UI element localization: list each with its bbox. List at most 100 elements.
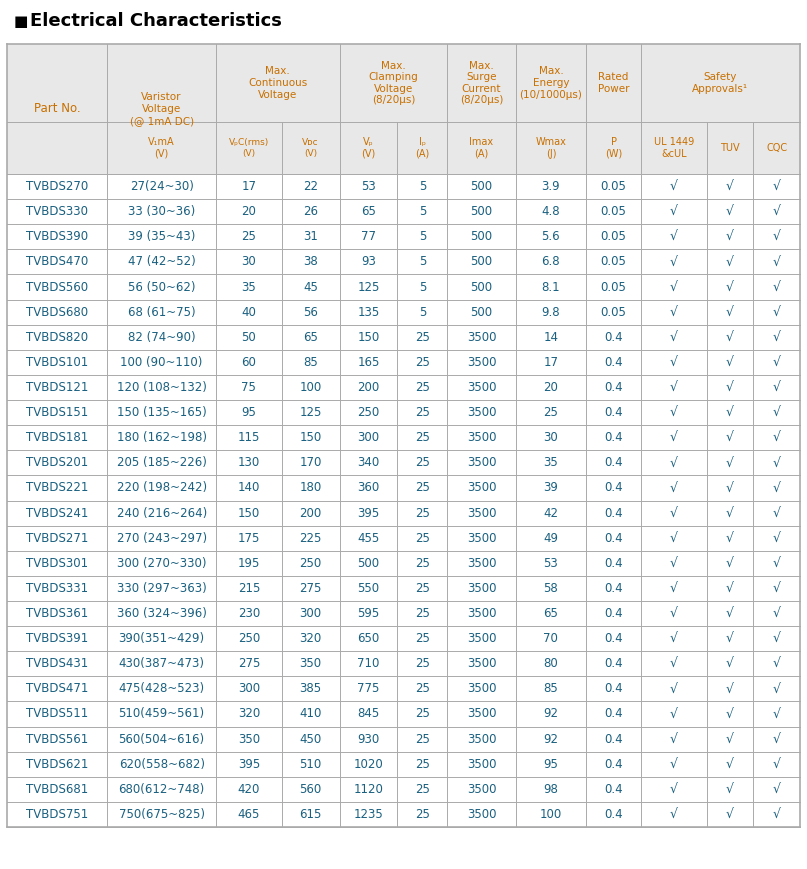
Text: 3500: 3500 bbox=[466, 682, 496, 695]
Text: √: √ bbox=[772, 507, 780, 520]
Text: TVBDS680: TVBDS680 bbox=[26, 306, 88, 319]
Text: 3500: 3500 bbox=[466, 507, 496, 520]
Text: 82 (74~90): 82 (74~90) bbox=[128, 331, 195, 344]
Text: Max.
Continuous
Voltage: Max. Continuous Voltage bbox=[248, 66, 307, 100]
Text: 450: 450 bbox=[299, 733, 322, 746]
Text: √: √ bbox=[726, 431, 734, 444]
Text: 85: 85 bbox=[303, 356, 318, 368]
Text: 25: 25 bbox=[415, 783, 430, 796]
Text: √: √ bbox=[772, 180, 780, 193]
Text: 3500: 3500 bbox=[466, 707, 496, 720]
Text: 0.4: 0.4 bbox=[604, 582, 623, 595]
Text: √: √ bbox=[726, 783, 734, 796]
Text: Max.
Clamping
Voltage
(8/20μs): Max. Clamping Voltage (8/20μs) bbox=[369, 61, 418, 105]
Text: √: √ bbox=[726, 758, 734, 771]
Text: √: √ bbox=[726, 230, 734, 243]
Text: 58: 58 bbox=[544, 582, 558, 595]
Text: √: √ bbox=[670, 733, 678, 746]
Text: 300: 300 bbox=[299, 607, 322, 620]
Text: 250: 250 bbox=[238, 632, 260, 645]
Text: Wmax
(J): Wmax (J) bbox=[536, 137, 567, 159]
Text: √: √ bbox=[726, 707, 734, 720]
Text: 31: 31 bbox=[303, 230, 318, 243]
Text: 220 (198~242): 220 (198~242) bbox=[116, 481, 207, 494]
Text: 320: 320 bbox=[238, 707, 260, 720]
Text: √: √ bbox=[670, 808, 678, 821]
Text: 465: 465 bbox=[237, 808, 260, 821]
Text: 56 (50~62): 56 (50~62) bbox=[128, 281, 195, 294]
Text: √: √ bbox=[670, 481, 678, 494]
Text: 95: 95 bbox=[543, 758, 558, 771]
Text: TVBDS390: TVBDS390 bbox=[26, 230, 88, 243]
Text: TVBDS391: TVBDS391 bbox=[26, 632, 88, 645]
Text: 20: 20 bbox=[241, 205, 257, 218]
Text: √: √ bbox=[670, 381, 678, 394]
Text: 360: 360 bbox=[358, 481, 379, 494]
Text: 45: 45 bbox=[303, 281, 318, 294]
Text: √: √ bbox=[670, 758, 678, 771]
Text: 175: 175 bbox=[237, 532, 260, 545]
Text: 17: 17 bbox=[241, 180, 257, 193]
Text: 250: 250 bbox=[299, 557, 322, 570]
Text: VₚC(rms)
(V): VₚC(rms) (V) bbox=[228, 138, 269, 157]
Text: 70: 70 bbox=[543, 632, 558, 645]
Text: TVBDS181: TVBDS181 bbox=[26, 431, 88, 444]
Text: 500: 500 bbox=[470, 180, 492, 193]
Text: 25: 25 bbox=[415, 507, 430, 520]
Text: √: √ bbox=[726, 406, 734, 419]
Text: √: √ bbox=[772, 205, 780, 218]
Text: 395: 395 bbox=[238, 758, 260, 771]
Text: 0.05: 0.05 bbox=[600, 180, 626, 193]
Text: 25: 25 bbox=[415, 406, 430, 419]
Text: 680(612~748): 680(612~748) bbox=[119, 783, 205, 796]
Text: √: √ bbox=[670, 507, 678, 520]
Text: Varistor
Voltage
(@ 1mA DC): Varistor Voltage (@ 1mA DC) bbox=[130, 92, 194, 126]
Text: 130: 130 bbox=[238, 456, 260, 469]
Text: 1120: 1120 bbox=[353, 783, 383, 796]
Text: Vₚ
(V): Vₚ (V) bbox=[362, 137, 376, 159]
Text: √: √ bbox=[726, 557, 734, 570]
Text: 300: 300 bbox=[358, 431, 379, 444]
Text: √: √ bbox=[670, 230, 678, 243]
Text: √: √ bbox=[670, 657, 678, 670]
Text: 0.4: 0.4 bbox=[604, 707, 623, 720]
Text: 14: 14 bbox=[543, 331, 558, 344]
Text: TVBDS621: TVBDS621 bbox=[26, 758, 89, 771]
Text: 25: 25 bbox=[415, 481, 430, 494]
Text: 360 (324~396): 360 (324~396) bbox=[117, 607, 207, 620]
Text: √: √ bbox=[772, 431, 780, 444]
Text: 500: 500 bbox=[470, 281, 492, 294]
Text: 3500: 3500 bbox=[466, 557, 496, 570]
Text: 250: 250 bbox=[358, 406, 379, 419]
Text: 500: 500 bbox=[470, 255, 492, 269]
Text: Safety
Approvals¹: Safety Approvals¹ bbox=[692, 72, 749, 94]
Text: 510(459~561): 510(459~561) bbox=[119, 707, 205, 720]
Text: 25: 25 bbox=[415, 381, 430, 394]
Text: √: √ bbox=[726, 356, 734, 368]
Text: √: √ bbox=[726, 306, 734, 319]
Text: 205 (185~226): 205 (185~226) bbox=[117, 456, 207, 469]
Text: √: √ bbox=[772, 557, 780, 570]
Text: 455: 455 bbox=[358, 532, 379, 545]
Text: √: √ bbox=[772, 758, 780, 771]
Text: √: √ bbox=[772, 306, 780, 319]
Text: 40: 40 bbox=[241, 306, 257, 319]
Text: 0.4: 0.4 bbox=[604, 406, 623, 419]
Text: 77: 77 bbox=[361, 230, 376, 243]
Text: 3500: 3500 bbox=[466, 808, 496, 821]
Text: √: √ bbox=[670, 707, 678, 720]
Text: 180: 180 bbox=[299, 481, 322, 494]
Text: Rated
Power: Rated Power bbox=[598, 72, 629, 94]
Text: 3500: 3500 bbox=[466, 406, 496, 419]
Text: 135: 135 bbox=[358, 306, 379, 319]
Text: √: √ bbox=[772, 733, 780, 746]
Text: 0.4: 0.4 bbox=[604, 657, 623, 670]
Text: √: √ bbox=[670, 281, 678, 294]
Text: 25: 25 bbox=[415, 733, 430, 746]
Text: √: √ bbox=[726, 582, 734, 595]
Text: √: √ bbox=[726, 657, 734, 670]
Text: 65: 65 bbox=[303, 331, 318, 344]
Text: 390(351~429): 390(351~429) bbox=[119, 632, 205, 645]
Text: 5: 5 bbox=[419, 205, 426, 218]
Text: 35: 35 bbox=[544, 456, 558, 469]
